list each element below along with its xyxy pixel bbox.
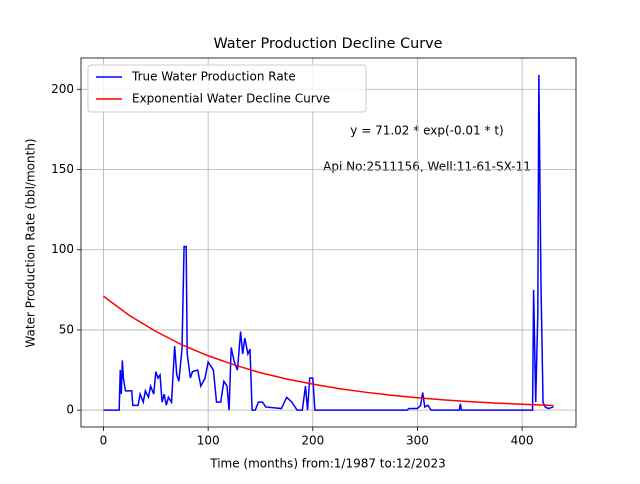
- plot-frame: [80, 57, 577, 428]
- y-tick-label: 100: [51, 242, 74, 256]
- x-tick-label: 300: [406, 434, 429, 448]
- x-axis-label: Time (months) from:1/1987 to:12/2023: [209, 457, 446, 471]
- series-line: [103, 74, 554, 411]
- legend-box: [87, 64, 367, 113]
- y-tick-label: 200: [51, 82, 74, 96]
- chart-title: Water Production Decline Curve: [213, 36, 442, 52]
- y-tick-label: 150: [51, 162, 74, 176]
- x-tick-label: 400: [511, 434, 534, 448]
- annotation: y = 71.02 * exp(-0.01 * t): [350, 124, 503, 138]
- x-tick-label: 0: [100, 434, 108, 448]
- y-tick-label: 0: [66, 403, 74, 417]
- y-tick-label: 50: [59, 322, 74, 336]
- y-axis-label: Water Production Rate (bbl/month): [24, 138, 38, 347]
- x-tick-label: 100: [197, 434, 220, 448]
- x-tick-label: 200: [301, 434, 324, 448]
- annotation: Api No:2511156, Well:11-61-SX-11: [323, 160, 531, 174]
- legend-label: Exponential Water Decline Curve: [132, 92, 330, 106]
- legend-label: True Water Production Rate: [131, 70, 296, 84]
- series-line: [103, 295, 554, 407]
